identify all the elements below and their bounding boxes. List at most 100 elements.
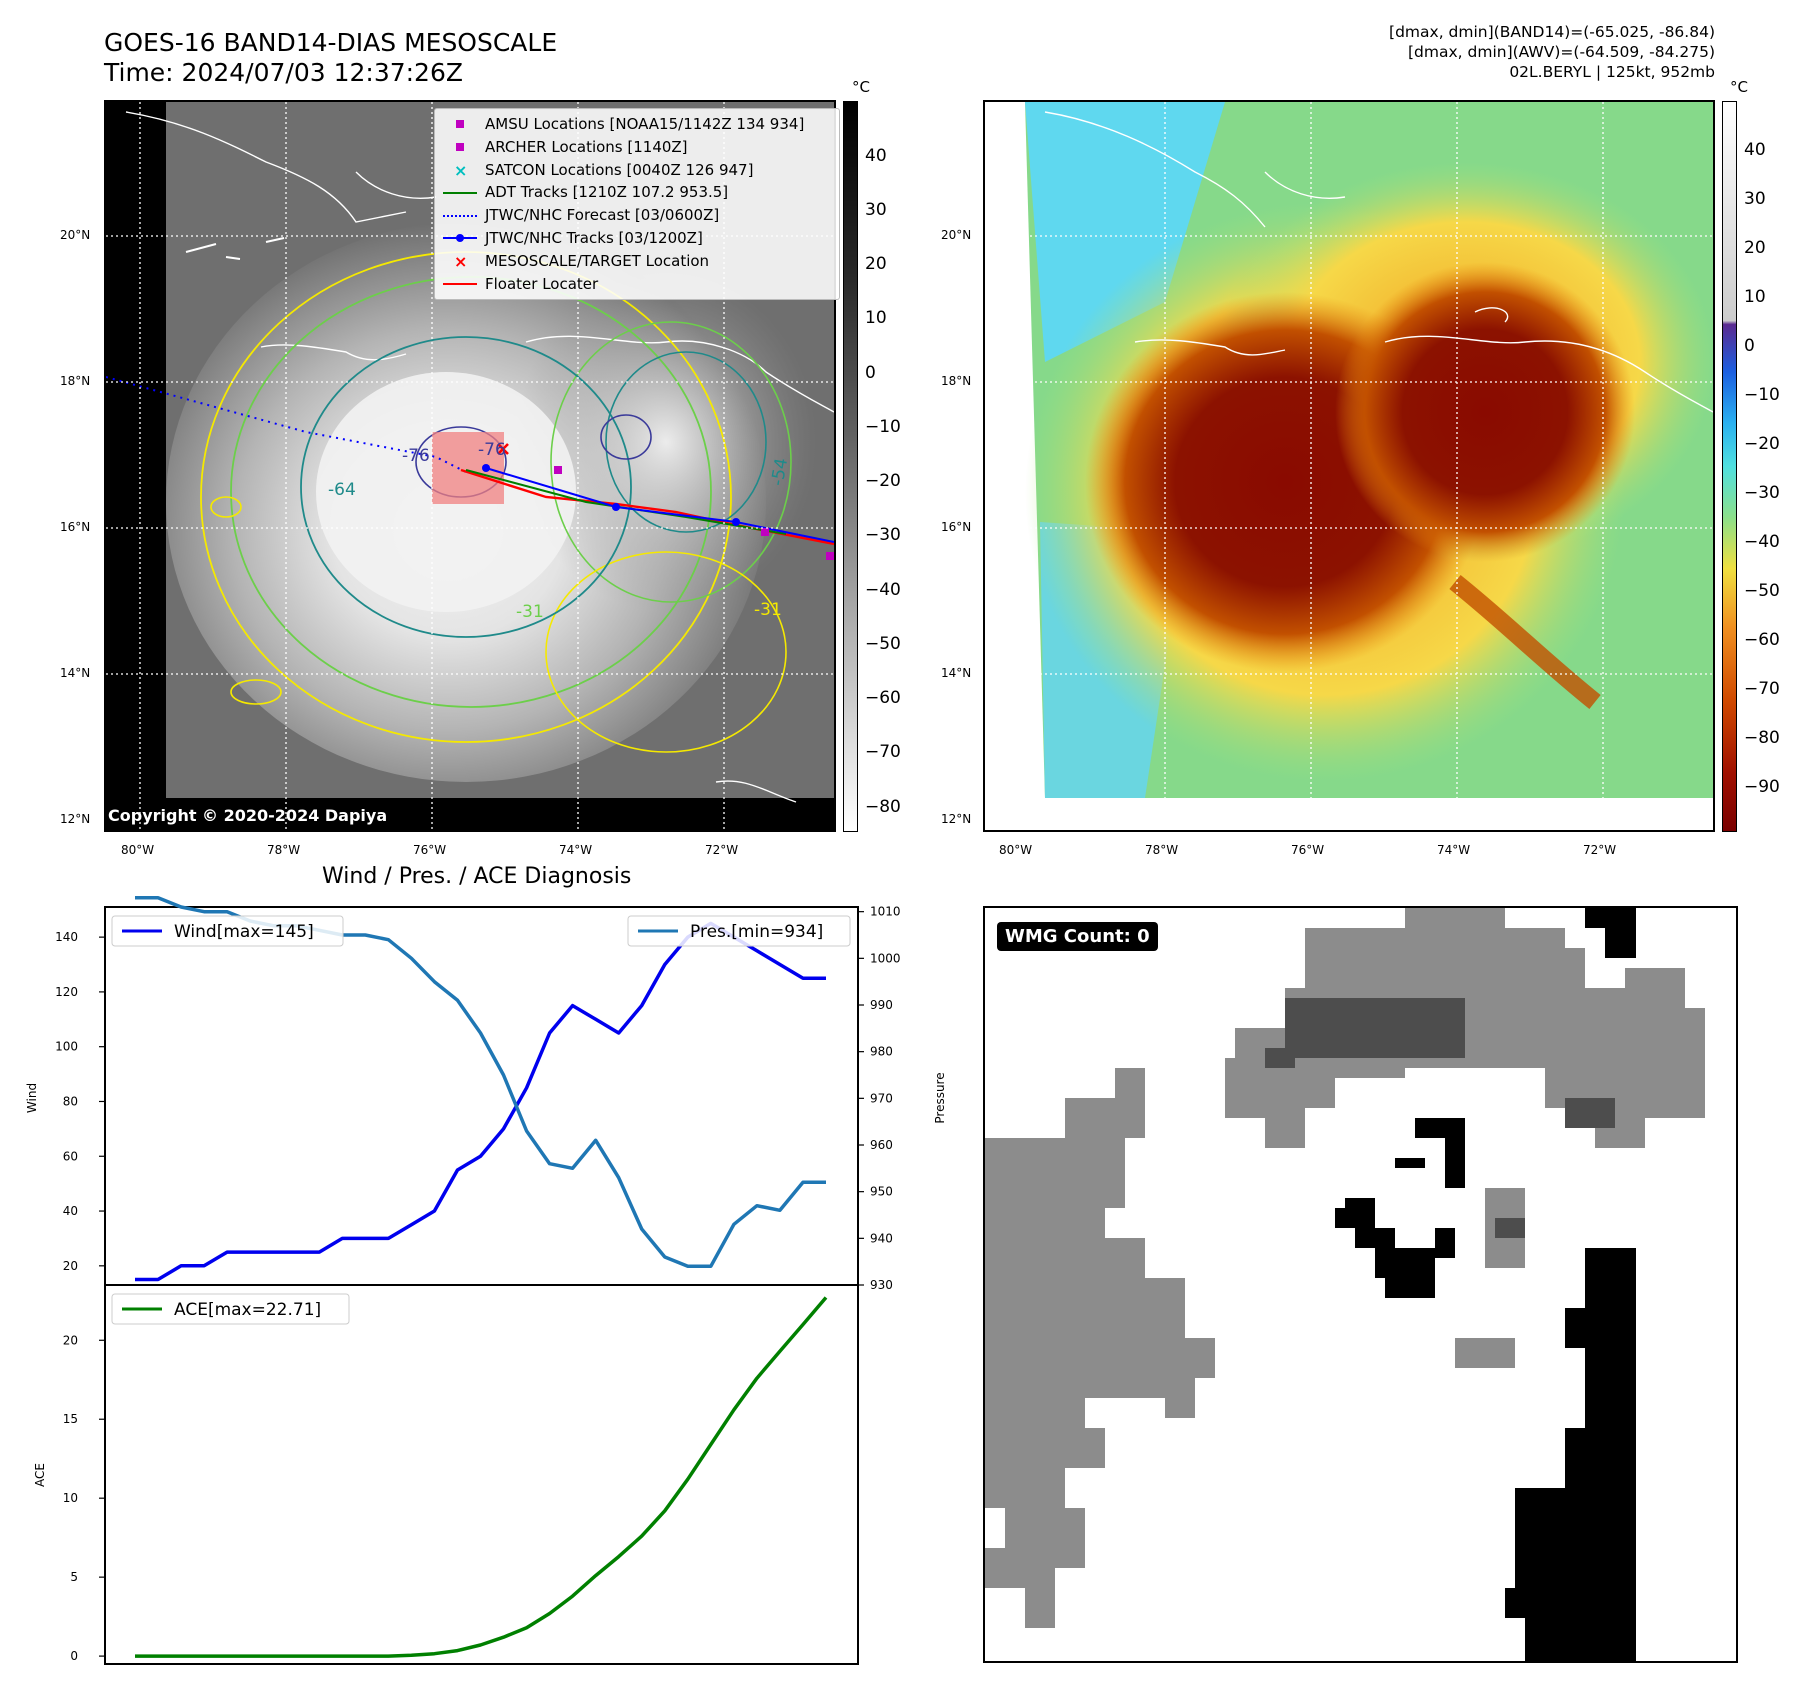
forecast-track: [106, 376, 467, 473]
title-time: Time: 2024/07/03 12:37:26Z: [104, 58, 463, 87]
line-icon: [443, 273, 477, 295]
diagnosis-title: Wind / Pres. / ACE Diagnosis: [322, 864, 632, 889]
lon-label: 74°W: [559, 843, 593, 857]
wind-axis-label: Wind: [25, 1083, 39, 1113]
lon-label: 80°W: [121, 843, 155, 857]
pressure-tick-label: 970: [870, 1091, 893, 1105]
awv-colorbar-unit: °C: [1730, 78, 1748, 96]
legend-entry: ARCHER Locations [1140Z]: [443, 136, 831, 159]
target-marker: [497, 443, 509, 455]
colorbar-tick: −80: [1744, 728, 1780, 748]
lat-label: 20°N: [60, 228, 91, 242]
ace-tick-label: 0: [70, 1649, 78, 1663]
legend-entry: AMSU Locations [NOAA15/1142Z 134 934]: [443, 113, 831, 136]
lat-label: 18°N: [60, 374, 91, 388]
ace-tick-label: 5: [70, 1570, 78, 1584]
colorbar-tick: −10: [1744, 385, 1780, 405]
colorbar-tick: −70: [865, 742, 901, 762]
colorbar-tick: −80: [865, 797, 901, 817]
wmg-count-badge: WMG Count: 0: [997, 922, 1158, 951]
lon-label: 76°W: [1291, 843, 1325, 857]
colorbar-tick: −50: [865, 634, 901, 654]
figure-title: GOES-16 BAND14-DIAS MESOSCALE Time: 2024…: [104, 28, 557, 88]
no-data-strip: [106, 102, 166, 830]
wmg-dark-region: [1285, 998, 1465, 1058]
colorbar-tick: 40: [865, 146, 887, 166]
floater-box: [432, 432, 504, 504]
pressure-tick-label: 930: [870, 1278, 893, 1292]
ace-tick-label: 20: [63, 1333, 78, 1347]
legend-label: Floater Locater: [485, 274, 599, 293]
ace-tick-label: 15: [63, 1412, 78, 1426]
wind-tick-label: 40: [63, 1204, 78, 1218]
lon-label: 72°W: [1583, 843, 1617, 857]
x-marker-icon: ×: [454, 160, 468, 180]
jtwc-track: [485, 467, 834, 543]
legend-entry: Floater Locater: [443, 273, 831, 296]
lat-label: 14°N: [941, 666, 972, 680]
ace-axis-label: ACE: [33, 1463, 47, 1487]
contour-label: -64: [328, 480, 356, 500]
wind-legend: [111, 915, 344, 947]
coastline-cuba: [1044, 111, 1346, 228]
band14-range: [dmax, dmin](BAND14)=(-65.025, -86.84): [1389, 23, 1715, 41]
awv-map-panel: [983, 100, 1715, 832]
wmg-panel: WMG Count: 0: [983, 906, 1738, 1663]
colorbar-tick: 20: [865, 254, 887, 274]
lat-label: 20°N: [941, 228, 972, 242]
legend-entry: ADT Tracks [1210Z 107.2 953.5]: [443, 181, 831, 204]
ir-colorbar: [843, 101, 858, 832]
awv-range: [dmax, dmin](AWV)=(-64.509, -84.275): [1408, 43, 1715, 61]
legend-label: SATCON Locations [0040Z 126 947]: [485, 160, 754, 179]
colorbar-tick: −30: [1744, 483, 1780, 503]
line-dot-icon: [443, 227, 477, 249]
pressure-tick-label: 940: [870, 1231, 893, 1245]
wmg-gray-region: [985, 1068, 1215, 1628]
colorbar-tick: −60: [1744, 630, 1780, 650]
colorbar-tick: 30: [865, 200, 887, 220]
wind-tick-label: 80: [63, 1094, 78, 1108]
pressure-tick-label: 1000: [870, 951, 901, 965]
legend-entry: × MESOSCALE/TARGET Location: [443, 250, 831, 273]
storm-info: [dmax, dmin](BAND14)=(-65.025, -86.84) […: [1389, 22, 1715, 82]
lat-label: 18°N: [941, 374, 972, 388]
dotted-line-icon: [443, 205, 477, 227]
map-gridlines: [985, 102, 1713, 830]
pressure-tick-label: 990: [870, 998, 893, 1012]
square-marker-icon: [443, 136, 477, 158]
colorbar-tick: 30: [1744, 189, 1766, 209]
colorbar-tick: 40: [1744, 140, 1766, 160]
x-marker-icon: ×: [454, 252, 468, 272]
pressure-legend-label: Pres.[min=934]: [690, 922, 823, 942]
colorbar-tick: 0: [865, 363, 876, 383]
wmg-grid: [985, 908, 1705, 1661]
coastline-hispaniola: [525, 335, 834, 413]
lon-label: 80°W: [999, 843, 1033, 857]
contour-label: -31: [516, 602, 544, 622]
ace-tick-label: 10: [63, 1491, 78, 1505]
wmg-black-region: [1415, 1118, 1465, 1188]
wind-tick-label: 20: [63, 1259, 78, 1273]
lon-label: 76°W: [413, 843, 447, 857]
colorbar-tick: −60: [865, 688, 901, 708]
lat-label: 12°N: [60, 812, 91, 826]
contour-label: -76: [402, 446, 430, 466]
legend-entry: JTWC/NHC Tracks [03/1200Z]: [443, 227, 831, 250]
colorbar-tick: 0: [1744, 336, 1755, 356]
coastline-jamaica: [260, 344, 407, 361]
colorbar-tick: −90: [1744, 777, 1780, 797]
pressure-legend: [627, 915, 851, 947]
colorbar-tick: −40: [865, 580, 901, 600]
ace-legend-label: ACE[max=22.71]: [174, 1300, 321, 1320]
pressure-tick-label: 980: [870, 1045, 893, 1059]
ace-legend: [111, 1293, 350, 1325]
pressure-tick-label: 1010: [870, 905, 901, 919]
colorbar-tick: −30: [865, 525, 901, 545]
contour-teal: [300, 336, 632, 638]
storm-intensity: 02L.BERYL | 125kt, 952mb: [1509, 63, 1715, 81]
ace-series-line: [135, 1296, 828, 1658]
colorbar-tick: −20: [865, 471, 901, 491]
legend-label: AMSU Locations [NOAA15/1142Z 134 934]: [485, 115, 805, 133]
colorbar-tick: 10: [865, 308, 887, 328]
